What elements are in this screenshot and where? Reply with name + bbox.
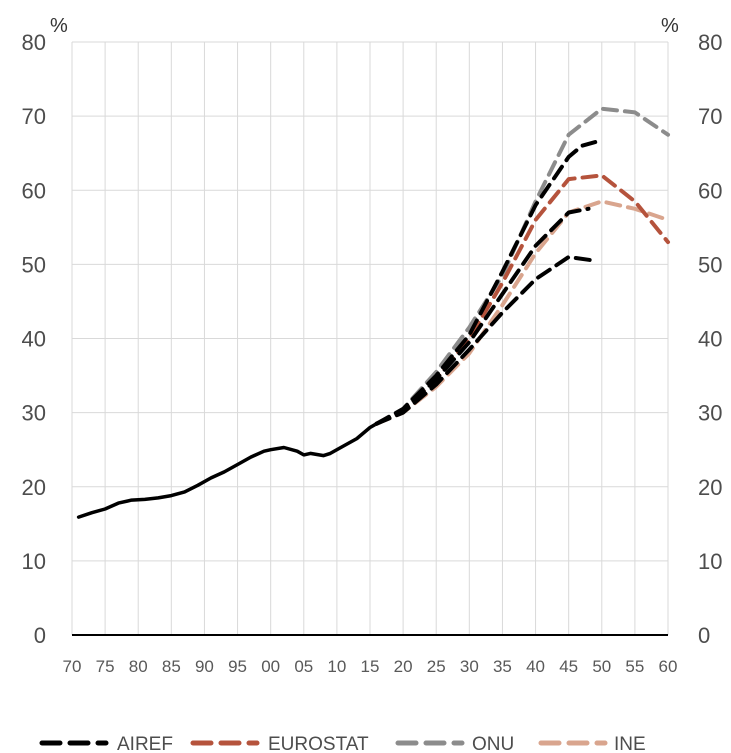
y-tick-label-left: 60 bbox=[22, 178, 46, 203]
x-tick-label: 75 bbox=[96, 657, 115, 676]
legend-label: ONU bbox=[472, 734, 514, 753]
x-tick-label: 10 bbox=[327, 657, 346, 676]
x-tick-label: 25 bbox=[427, 657, 446, 676]
y-tick-label-right: 80 bbox=[698, 30, 722, 55]
x-tick-label: 00 bbox=[261, 657, 280, 676]
x-tick-label: 20 bbox=[394, 657, 413, 676]
y-tick-label-left: 50 bbox=[22, 252, 46, 277]
y-tick-label-right: 20 bbox=[698, 475, 722, 500]
y-tick-label-left: 10 bbox=[22, 549, 46, 574]
series-line-airef-1 bbox=[374, 206, 591, 426]
series-line-eurostat-3 bbox=[374, 173, 670, 426]
legend-item-ine: INE bbox=[538, 734, 646, 753]
y-tick-label-right: 40 bbox=[698, 327, 722, 352]
legend-item-airef: AIREF bbox=[39, 734, 173, 753]
x-tick-label: 05 bbox=[294, 657, 313, 676]
y-tick-label-right: 30 bbox=[698, 401, 722, 426]
grid-lines bbox=[71, 41, 669, 635]
y-tick-label-left: 0 bbox=[34, 623, 46, 648]
x-tick-label: 45 bbox=[559, 657, 578, 676]
x-tick-label: 90 bbox=[195, 657, 214, 676]
legend-item-onu: ONU bbox=[395, 734, 514, 753]
y-tick-label-left: 30 bbox=[22, 401, 46, 426]
historical-series-line bbox=[76, 421, 379, 519]
x-tick-label: 55 bbox=[625, 657, 644, 676]
x-tick-label: 15 bbox=[361, 657, 380, 676]
x-tick-label: 70 bbox=[63, 657, 82, 676]
y-tick-label-left: 20 bbox=[22, 475, 46, 500]
series-line-airef-2 bbox=[374, 255, 598, 426]
legend: AIREF EUROSTAT ONU INE bbox=[39, 734, 646, 753]
y-tick-label-right: 10 bbox=[698, 549, 722, 574]
y-tick-label-right: 60 bbox=[698, 178, 722, 203]
y-tick-label-right: 0 bbox=[698, 623, 710, 648]
x-tick-label: 85 bbox=[162, 657, 181, 676]
data-series bbox=[76, 106, 670, 519]
x-tick-label: 30 bbox=[460, 657, 479, 676]
x-tick-label: 60 bbox=[659, 657, 678, 676]
series-line-onu-4 bbox=[374, 106, 670, 426]
legend-label: EUROSTAT bbox=[268, 734, 369, 753]
legend-label: AIREF bbox=[117, 734, 173, 753]
x-tick-label: 80 bbox=[129, 657, 148, 676]
y-tick-label-right: 70 bbox=[698, 104, 722, 129]
x-tick-label: 40 bbox=[526, 657, 545, 676]
y-tick-label-left: 40 bbox=[22, 327, 46, 352]
x-tick-label: 50 bbox=[592, 657, 611, 676]
x-tick-label: 95 bbox=[228, 657, 247, 676]
left-axis-unit: % bbox=[50, 15, 68, 37]
right-axis-unit: % bbox=[661, 15, 679, 37]
y-tick-label-left: 70 bbox=[22, 104, 46, 129]
legend-item-eurostat: EUROSTAT bbox=[190, 734, 369, 753]
x-tick-label: 35 bbox=[493, 657, 512, 676]
y-tick-label-left: 80 bbox=[22, 30, 46, 55]
y-tick-label-right: 50 bbox=[698, 252, 722, 277]
legend-label: INE bbox=[614, 734, 646, 753]
